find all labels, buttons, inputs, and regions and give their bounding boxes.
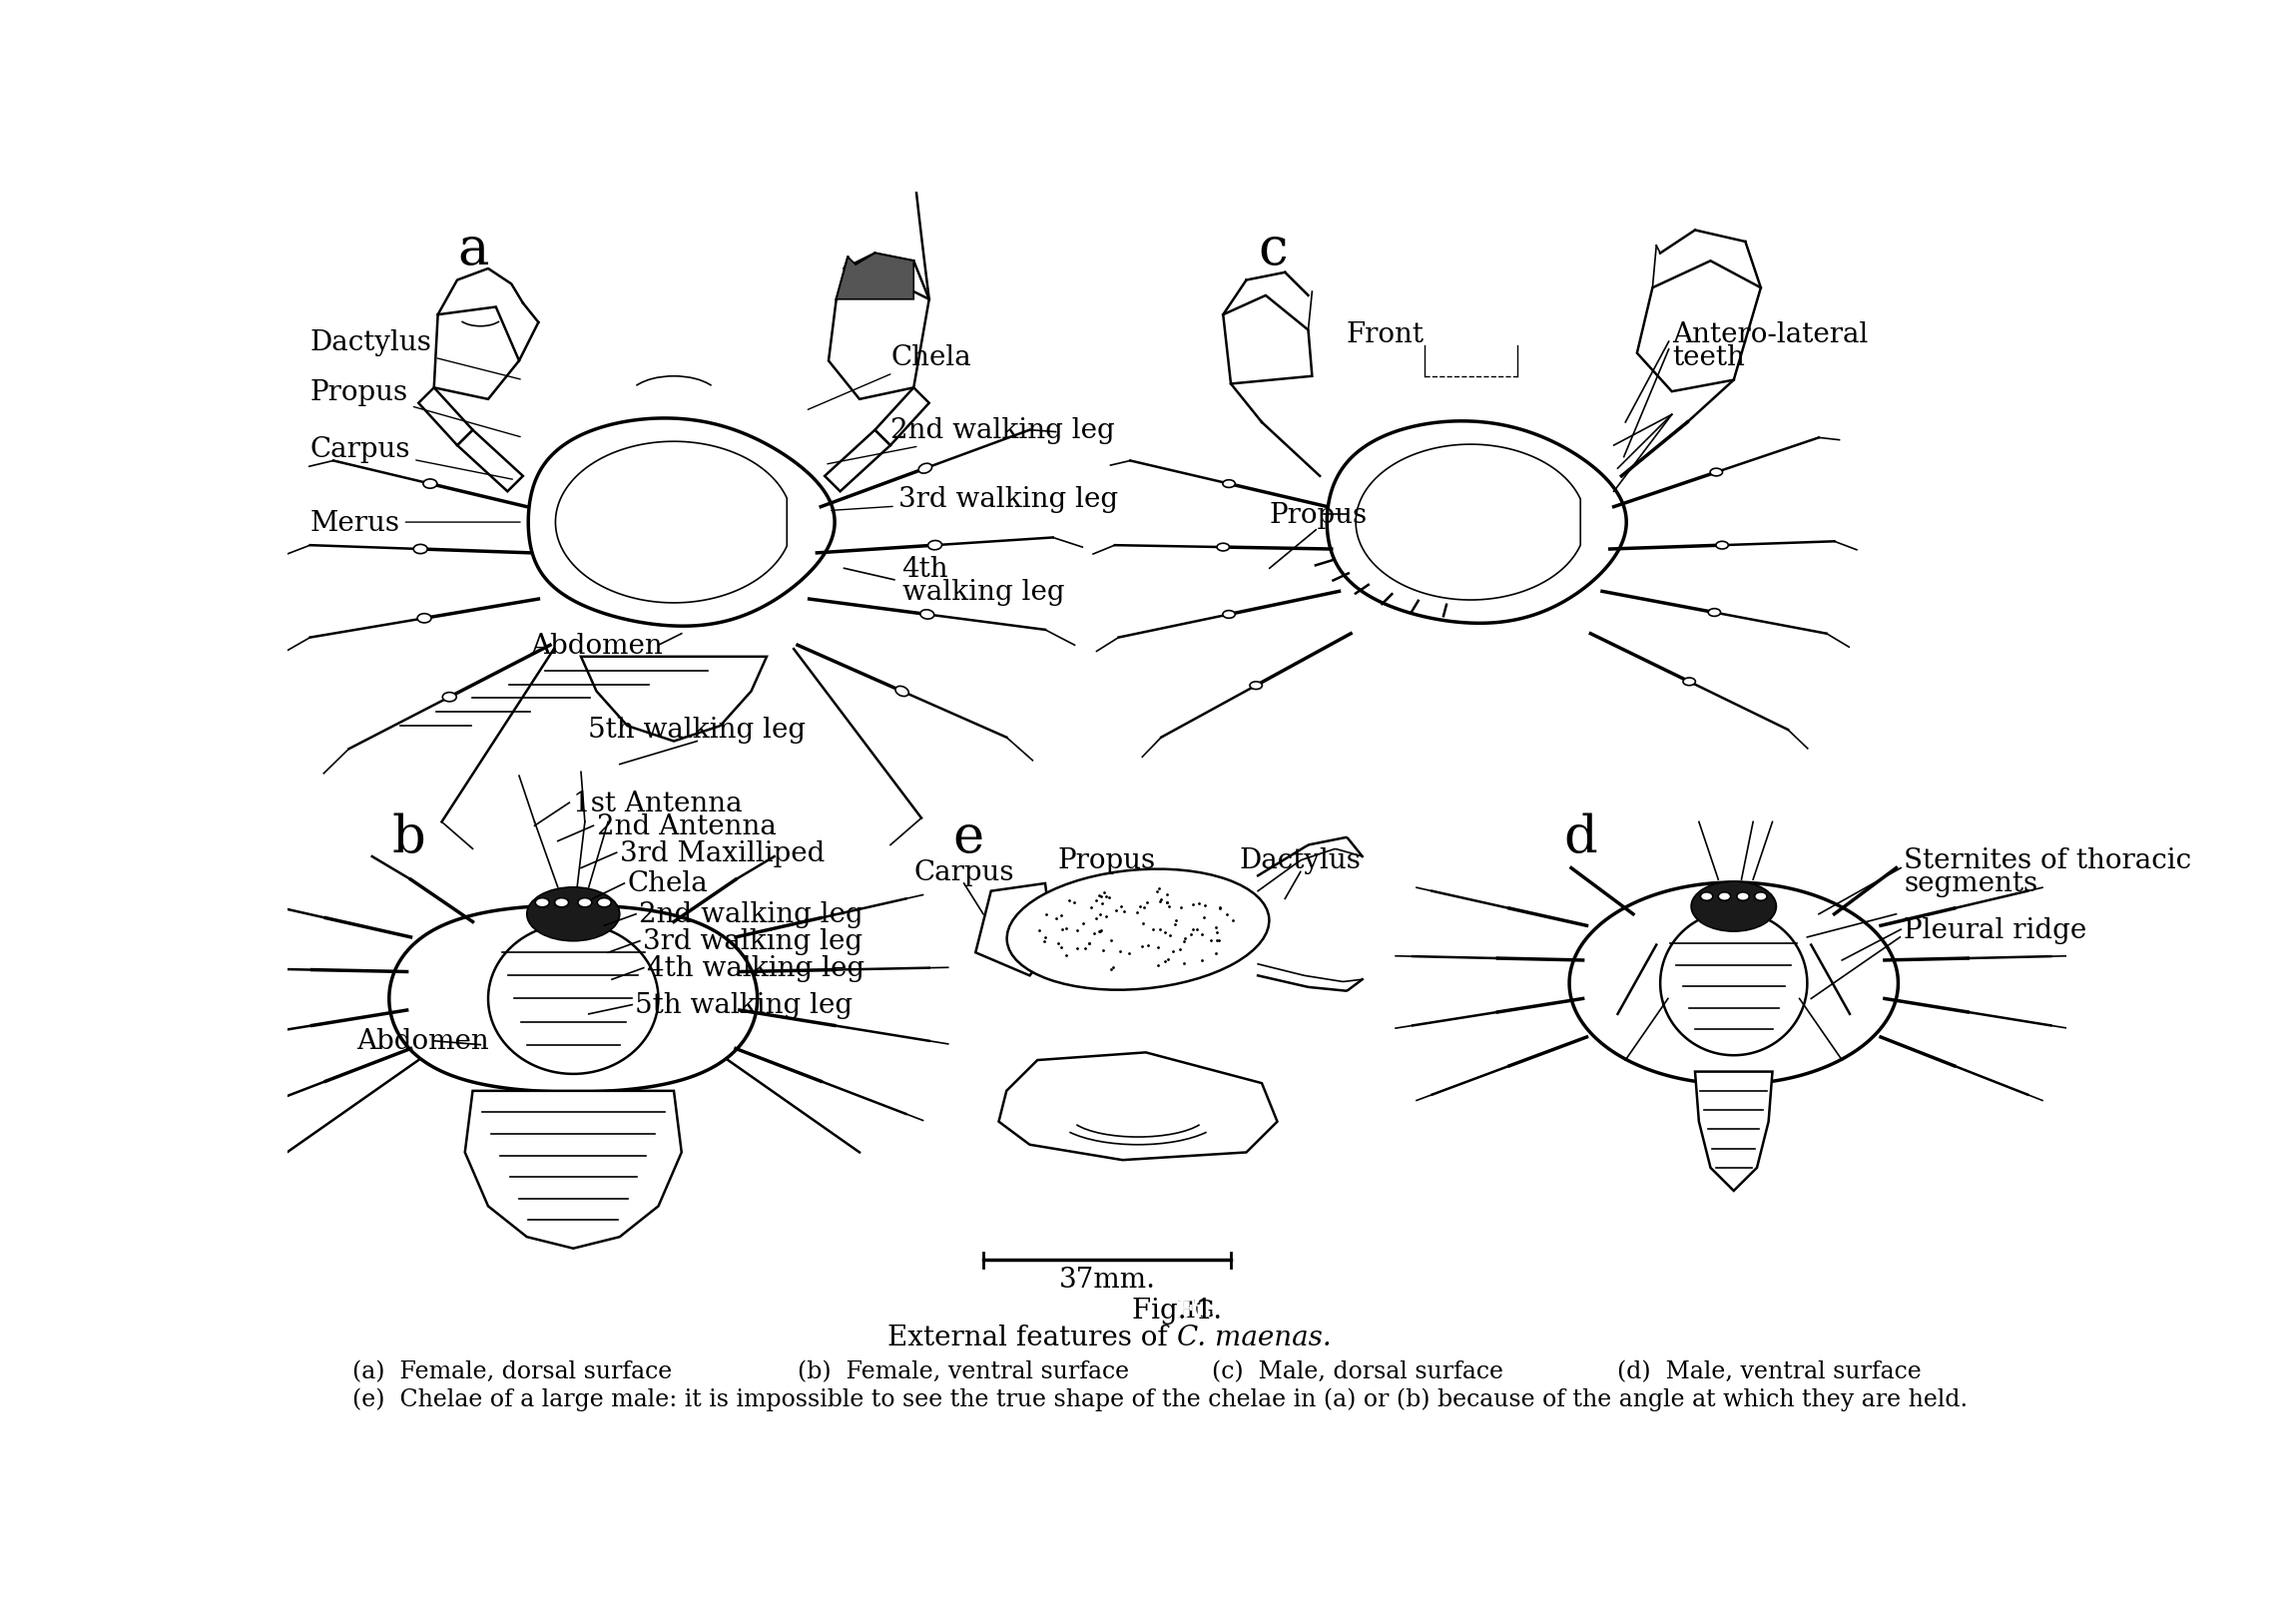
Text: Carpus: Carpus [914,858,1015,885]
Ellipse shape [895,687,909,696]
Polygon shape [457,430,523,492]
Polygon shape [976,884,1054,975]
Ellipse shape [1754,892,1768,901]
Text: 4th: 4th [902,555,948,582]
Text: Pleural ridge: Pleural ridge [1903,916,2087,943]
Text: (a)  Female, dorsal surface: (a) Female, dorsal surface [354,1360,673,1383]
Text: teeth: teeth [1671,345,1745,371]
Ellipse shape [1217,544,1228,552]
Text: 37mm.: 37mm. [1058,1266,1155,1293]
Ellipse shape [1224,611,1235,619]
Text: (d)  Male, ventral surface: (d) Male, ventral surface [1619,1360,1922,1383]
Text: 3rd walking leg: 3rd walking leg [643,927,863,954]
Text: F: F [1178,1298,1194,1323]
Polygon shape [999,1052,1277,1160]
Text: Fig. 1.: Fig. 1. [1178,1298,1263,1323]
Text: Abdomen: Abdomen [530,632,664,659]
Ellipse shape [1683,678,1694,687]
Text: 3rd walking leg: 3rd walking leg [831,486,1118,513]
Ellipse shape [1708,610,1720,618]
Ellipse shape [1711,468,1722,476]
Polygon shape [489,924,659,1075]
Text: (b)  Female, ventral surface: (b) Female, ventral surface [797,1360,1130,1383]
Text: Dactylus: Dactylus [1240,847,1362,874]
Text: IG: IG [1187,1299,1217,1322]
Polygon shape [388,906,758,1092]
Text: d: d [1564,812,1598,863]
Polygon shape [418,388,473,446]
Ellipse shape [526,887,620,942]
Ellipse shape [1249,682,1263,690]
Ellipse shape [1717,892,1731,901]
Polygon shape [1224,297,1311,385]
Text: c: c [1258,225,1288,276]
Ellipse shape [921,610,934,619]
Ellipse shape [1224,481,1235,488]
Text: Chela: Chela [808,345,971,411]
Ellipse shape [928,541,941,550]
Text: walking leg: walking leg [902,579,1065,605]
Ellipse shape [1692,882,1777,932]
Text: Abdomen: Abdomen [356,1028,489,1055]
Text: segments: segments [1903,871,2039,897]
Polygon shape [875,388,930,446]
Text: Fig. 1.: Fig. 1. [1132,1296,1221,1323]
Text: External features of: External features of [889,1323,1178,1351]
Text: a: a [457,225,489,276]
Text: Merus: Merus [310,510,521,536]
Text: (c)  Male, dorsal surface: (c) Male, dorsal surface [1212,1360,1504,1383]
Ellipse shape [1715,542,1729,550]
Ellipse shape [1008,869,1270,990]
Text: 1st Antenna: 1st Antenna [574,789,742,816]
Ellipse shape [556,898,569,908]
Ellipse shape [1736,892,1750,901]
Ellipse shape [535,898,549,908]
Polygon shape [824,430,891,492]
Polygon shape [1327,422,1626,624]
Text: C. maenas.: C. maenas. [1178,1323,1332,1351]
Ellipse shape [597,898,611,908]
Polygon shape [1637,261,1761,393]
Ellipse shape [443,693,457,703]
Ellipse shape [422,480,436,489]
Ellipse shape [918,464,932,473]
Text: Carpus: Carpus [310,436,512,480]
Text: b: b [390,812,425,863]
Text: (e)  Chelae of a large male: it is impossible to see the true shape of the chela: (e) Chelae of a large male: it is imposs… [354,1386,1968,1410]
Polygon shape [829,277,930,399]
Text: 4th walking leg: 4th walking leg [647,954,866,982]
Text: 2nd walking leg: 2nd walking leg [638,901,863,929]
Text: 5th walking leg: 5th walking leg [636,991,852,1019]
Text: 3rd Maxilliped: 3rd Maxilliped [620,839,824,866]
Text: Chela: Chela [627,871,707,897]
Polygon shape [1694,1071,1773,1192]
Polygon shape [1660,911,1807,1055]
Ellipse shape [418,614,432,624]
Ellipse shape [1701,892,1713,901]
Text: Sternites of thoracic: Sternites of thoracic [1903,847,2193,874]
Text: 2nd walking leg: 2nd walking leg [827,417,1116,465]
Text: Antero-lateral: Antero-lateral [1671,321,1869,348]
Polygon shape [434,308,519,399]
Polygon shape [1570,882,1899,1084]
Text: e: e [953,812,983,863]
Text: Propus: Propus [310,379,521,438]
Text: 5th walking leg: 5th walking leg [588,717,806,744]
Polygon shape [581,658,767,741]
Text: Fᴜɢ. 1.: Fᴜɢ. 1. [1178,1298,1267,1323]
Ellipse shape [413,545,427,555]
Polygon shape [836,253,914,300]
Polygon shape [528,419,836,627]
Text: Front: Front [1348,321,1424,348]
Polygon shape [464,1091,682,1248]
Ellipse shape [579,898,592,908]
Text: Propus: Propus [1058,847,1157,874]
Text: Dactylus: Dactylus [310,329,521,380]
Text: 2nd Antenna: 2nd Antenna [597,813,776,839]
Text: Propus: Propus [1270,502,1368,529]
